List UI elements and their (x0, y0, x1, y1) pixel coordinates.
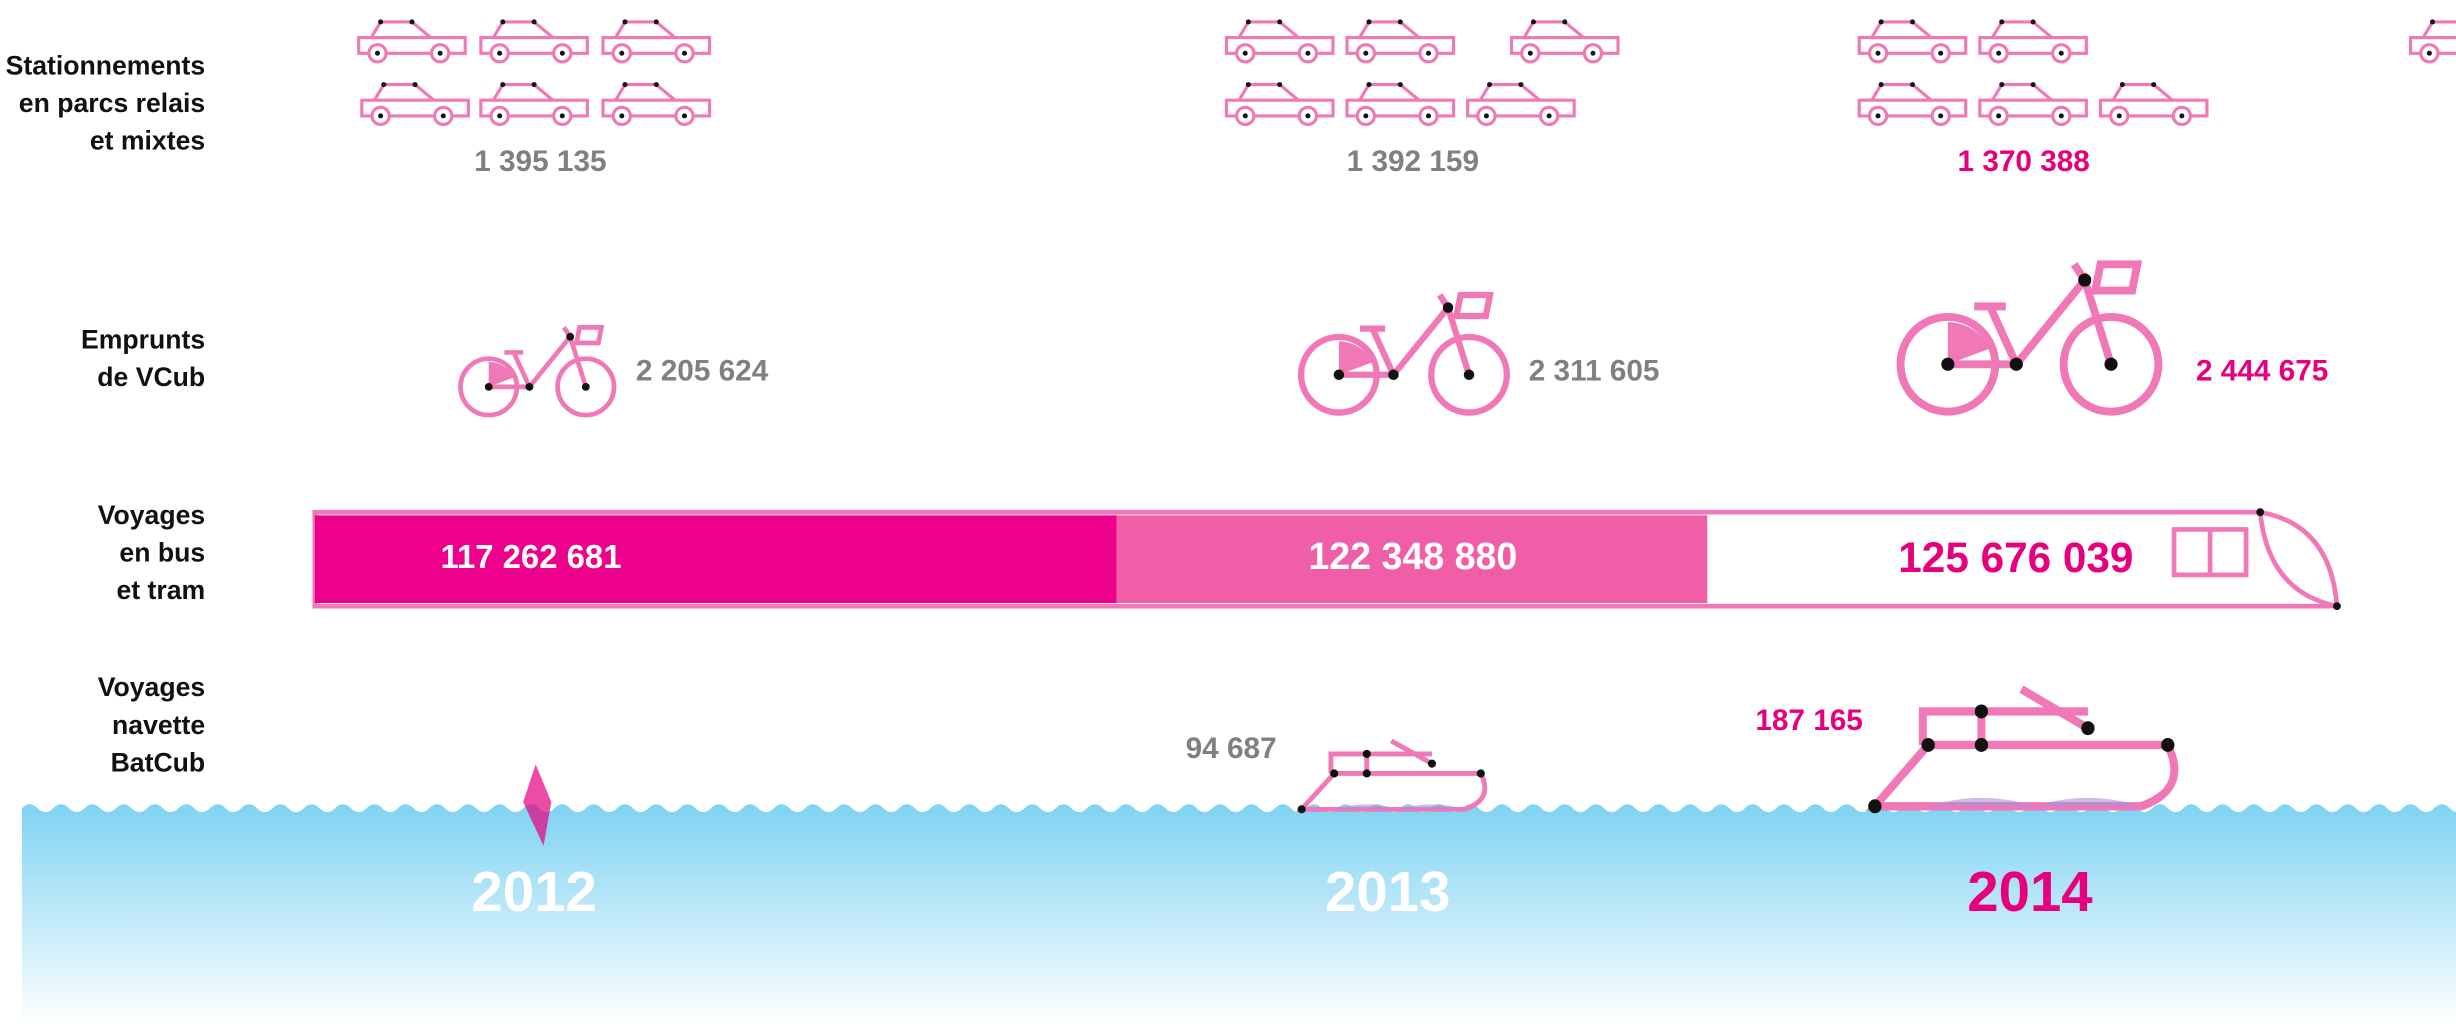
vcub-value: 2 205 624 (636, 355, 769, 388)
page: Infographie {"labels":{"parking":["Stati… (0, 0, 2456, 1025)
bus-tram-value: 117 262 681 (440, 538, 621, 575)
bus-tram-value: 122 348 880 (1308, 535, 1517, 577)
row-label: Stationnements (6, 50, 206, 80)
car-icons (359, 19, 2456, 124)
parking-value: 1 395 135 (474, 145, 606, 178)
parking-value: 1 392 159 (1347, 145, 1479, 178)
infographic: Stationnements en parcs relais et mixtes… (0, 0, 2456, 1025)
row-label: Emprunts (81, 324, 205, 354)
year-label: 2012 (471, 860, 596, 923)
body: Stationnements en parcs relais et mixtes… (0, 0, 2456, 1025)
year-label: 2013 (1325, 860, 1450, 923)
row-label: Voyages (98, 672, 205, 702)
boat-icon (1298, 741, 1485, 813)
boat-icon (1868, 689, 2174, 813)
vcub-value: 2 444 675 (2196, 355, 2328, 388)
row-label: navette (112, 710, 205, 740)
year-label: 2014 (1967, 860, 2093, 923)
row-label: en bus (119, 538, 205, 568)
bus-tram-value: 125 676 039 (1898, 534, 2133, 581)
batcub-value: 187 165 (1755, 704, 1863, 737)
bike-icons (461, 264, 2159, 415)
row-label: en parcs relais (19, 88, 205, 118)
row-label: de VCub (97, 362, 205, 392)
batcub-value: 94 687 (1186, 732, 1277, 765)
row-label: et mixtes (90, 126, 205, 156)
row-label: Voyages (98, 500, 205, 530)
row-label: BatCub (111, 747, 206, 777)
row-label: et tram (116, 575, 205, 605)
vcub-value: 2 311 605 (1529, 355, 1660, 388)
parking-value: 1 370 388 (1958, 145, 2090, 178)
